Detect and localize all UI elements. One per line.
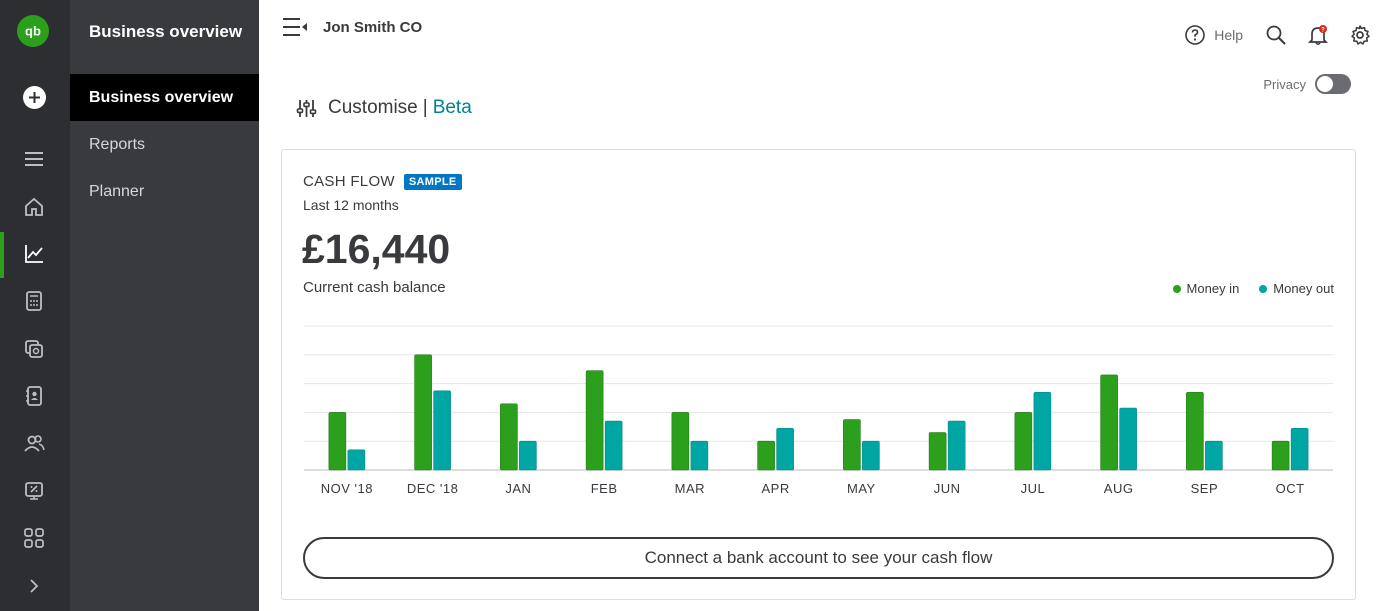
- chart-icon[interactable]: [20, 240, 48, 268]
- help-button[interactable]: Help: [1184, 24, 1243, 46]
- bar-money-in-5: [757, 440, 775, 471]
- secondary-nav: Business overview Business overview Repo…: [70, 0, 259, 611]
- taxes-icon[interactable]: [20, 477, 48, 505]
- bar-money-in-2: [500, 403, 518, 471]
- period-label[interactable]: Last 12 months: [303, 197, 399, 213]
- company-name[interactable]: Jon Smith CO: [323, 19, 423, 36]
- sample-badge: SAMPLE: [403, 173, 462, 190]
- customise-link[interactable]: Customise | Beta: [296, 97, 472, 119]
- people-icon[interactable]: [20, 429, 48, 457]
- svg-text:?: ?: [1321, 27, 1325, 33]
- menu-icon[interactable]: [20, 145, 48, 173]
- bar-money-in-9: [1100, 374, 1118, 471]
- bar-money-out-3: [604, 420, 623, 471]
- card-header: CASH FLOW SAMPLE: [303, 173, 462, 190]
- cash-flow-card: CASH FLOW SAMPLE Last 12 months £16,440 …: [281, 149, 1356, 600]
- legend-dot-money-in: [1172, 284, 1181, 293]
- sliders-icon: [296, 99, 317, 117]
- calculator-icon[interactable]: [20, 287, 48, 315]
- qb-logo-icon[interactable]: qb: [17, 15, 49, 47]
- cash-flow-chart: NOV '18 DEC '18 JAN FEB MAR APR MAY JUN JUL AUG SE…: [304, 325, 1333, 496]
- nav-item-planner[interactable]: Planner: [89, 182, 145, 200]
- card-title: CASH FLOW: [303, 173, 395, 190]
- chevron-right-icon[interactable]: [20, 572, 48, 600]
- search-icon[interactable]: [1265, 24, 1287, 46]
- x-tick-label: JUN: [934, 481, 961, 496]
- nav-title: Business overview: [89, 22, 243, 41]
- x-tick-label: DEC '18: [407, 481, 459, 496]
- money-icon[interactable]: [20, 335, 48, 363]
- bar-money-out-7: [947, 420, 966, 471]
- customise-label: Customise: [328, 97, 418, 118]
- bar-money-in-0: [328, 412, 347, 471]
- nav-item-reports[interactable]: Reports: [89, 135, 146, 153]
- apps-icon[interactable]: [20, 524, 48, 552]
- connect-bank-button[interactable]: Connect a bank account to see your cash …: [303, 537, 1334, 579]
- bar-money-out-4: [690, 440, 709, 471]
- x-tick-label: MAY: [847, 481, 876, 496]
- legend-money-out: Money out: [1259, 281, 1334, 296]
- contacts-icon[interactable]: [20, 382, 48, 410]
- x-tick-label: SEP: [1191, 481, 1219, 496]
- bar-money-out-11: [1290, 427, 1309, 471]
- x-tick-label: JAN: [505, 481, 531, 496]
- bar-money-in-7: [928, 432, 947, 471]
- privacy-label: Privacy: [1263, 76, 1306, 92]
- bar-money-in-11: [1271, 440, 1290, 471]
- gear-icon[interactable]: [1349, 24, 1371, 46]
- svg-text:qb: qb: [25, 24, 41, 39]
- collapse-menu-icon[interactable]: [281, 16, 309, 43]
- bar-money-out-2: [519, 440, 537, 471]
- customise-separator: |: [422, 97, 428, 118]
- bar-money-out-1: [433, 390, 451, 471]
- x-tick-label: MAR: [675, 481, 705, 496]
- bar-money-in-3: [585, 370, 604, 471]
- bar-money-in-6: [843, 419, 861, 471]
- cash-balance-label: Current cash balance: [303, 279, 446, 296]
- top-actions: Help ?: [1184, 24, 1371, 46]
- legend-label-money-out: Money out: [1273, 281, 1334, 296]
- bar-money-out-5: [776, 427, 794, 471]
- bar-money-out-8: [1033, 391, 1052, 471]
- x-tick-label: OCT: [1276, 481, 1305, 496]
- chart-legend: Money in Money out: [1153, 281, 1334, 296]
- bar-money-out-10: [1205, 440, 1223, 471]
- bar-money-in-4: [671, 412, 690, 471]
- x-tick-label: FEB: [591, 481, 618, 496]
- legend-label-money-in: Money in: [1186, 281, 1240, 296]
- active-indicator: [0, 232, 4, 278]
- bar-money-out-0: [347, 449, 366, 471]
- help-icon: [1185, 25, 1206, 45]
- x-tick-label: NOV '18: [321, 481, 373, 496]
- privacy-toggle[interactable]: [1315, 74, 1351, 94]
- top-bar: Jon Smith CO Help ?: [259, 0, 1391, 60]
- legend-money-in: Money in: [1172, 281, 1240, 296]
- x-tick-label: APR: [762, 481, 790, 496]
- beta-label: Beta: [432, 97, 472, 118]
- home-icon[interactable]: [20, 193, 48, 221]
- nav-item-business-overview[interactable]: Business overview: [70, 74, 259, 121]
- bell-icon[interactable]: ?: [1307, 24, 1329, 46]
- bar-money-out-6: [862, 440, 880, 471]
- bar-money-out-9: [1119, 407, 1137, 471]
- privacy-control: Privacy: [1263, 74, 1351, 94]
- bar-money-in-8: [1014, 412, 1033, 471]
- cash-balance: £16,440: [302, 226, 451, 272]
- x-tick-label: JUL: [1021, 481, 1046, 496]
- icon-rail: qb: [0, 0, 70, 611]
- legend-dot-money-out: [1259, 284, 1268, 293]
- help-label: Help: [1214, 27, 1243, 43]
- bar-money-in-10: [1186, 391, 1204, 471]
- plus-icon[interactable]: [23, 86, 46, 109]
- x-tick-label: AUG: [1104, 481, 1134, 496]
- bar-money-in-1: [414, 354, 432, 471]
